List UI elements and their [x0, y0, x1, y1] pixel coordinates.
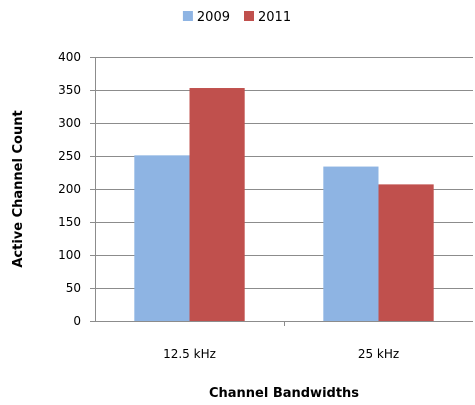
bar-2011-2 — [378, 184, 434, 321]
y-axis-label: Active Channel Count — [11, 110, 26, 267]
x-tick-labels: 12.5 kHz 25 kHz — [163, 347, 399, 361]
y-tick-label: 50 — [66, 281, 81, 295]
legend-label-2011: 2011 — [258, 10, 291, 25]
x-tick-label: 12.5 kHz — [163, 347, 216, 361]
bar-2011-1 — [189, 88, 245, 322]
y-tick-labels: 0 50 100 150 200 250 300 350 400 — [58, 50, 81, 328]
y-tick-label: 400 — [58, 50, 81, 64]
y-tick-label: 300 — [58, 116, 81, 130]
legend-swatch-2009 — [182, 11, 193, 21]
legend: 2009 2011 — [182, 10, 291, 25]
x-tick-label: 25 kHz — [358, 347, 399, 361]
y-tick-label: 350 — [58, 83, 81, 97]
y-tick-label: 200 — [58, 182, 81, 196]
axes — [90, 57, 473, 326]
y-tick-label: 0 — [73, 314, 81, 328]
y-tick-label: 150 — [58, 215, 81, 229]
legend-swatch-2011 — [244, 11, 254, 21]
y-tick-label: 100 — [58, 248, 81, 262]
x-axis-label: Channel Bandwidths — [209, 386, 359, 401]
bars — [134, 88, 434, 322]
y-tick-label: 250 — [58, 149, 81, 163]
bar-2009-1 — [134, 155, 190, 321]
legend-label-2009: 2009 — [197, 10, 230, 25]
bar-2009-2 — [323, 166, 379, 321]
